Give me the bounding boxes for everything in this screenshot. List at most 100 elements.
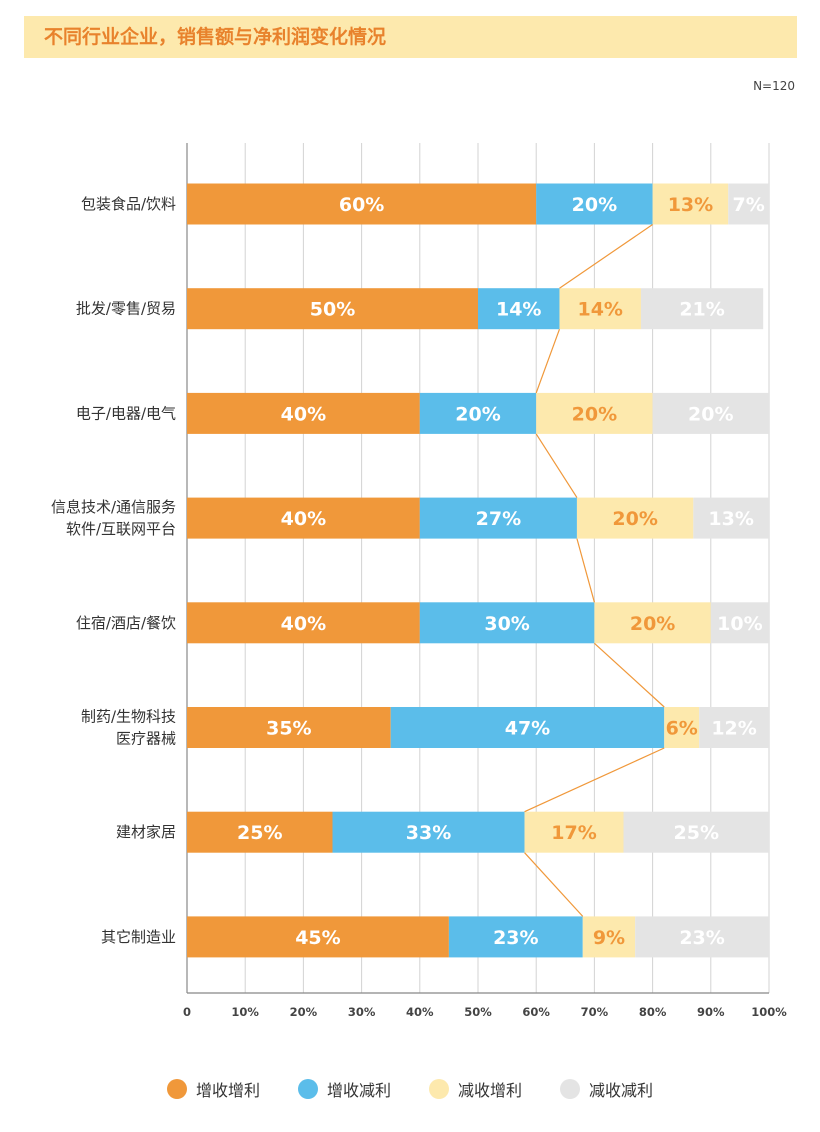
bar-segment [635, 916, 769, 958]
bar-segment [728, 183, 769, 225]
bar-value-label: 21% [679, 299, 724, 321]
connector-line [535, 433, 578, 498]
category-label: 信息技术/通信服务 [51, 498, 176, 516]
bar-value-label: 27% [476, 508, 521, 530]
category-label: 建材家居 [116, 823, 176, 841]
bar-segment [693, 497, 769, 539]
legend-item-2: 增收减利 [297, 1077, 391, 1101]
bar-segment [332, 811, 525, 853]
x-tick-label: 90% [697, 1005, 725, 1019]
connector-line [593, 642, 665, 708]
bar-value-label: 35% [266, 718, 311, 740]
bar-value-label: 9% [593, 927, 625, 949]
category-label: 电子/电器/电气 [76, 404, 176, 422]
bar-segment [710, 602, 769, 644]
bar-value-label: 60% [339, 194, 384, 216]
bar-value-label: 40% [281, 403, 326, 425]
x-tick-label: 70% [581, 1005, 609, 1019]
bar-segment [187, 602, 420, 644]
connector-line [535, 328, 561, 394]
legend-item-1: 增收增利 [166, 1077, 260, 1101]
bar-value-label: 33% [406, 822, 451, 844]
bar-value-label: 20% [572, 194, 617, 216]
bar-segment [187, 707, 391, 748]
bar-segment [187, 916, 449, 958]
bar-value-label: 13% [668, 194, 713, 216]
x-tick-label: 40% [406, 1005, 434, 1019]
bar-segment [187, 497, 420, 539]
bar-value-label: 12% [711, 718, 756, 740]
bar-value-label: 20% [688, 403, 733, 425]
bar-value-label: 25% [237, 822, 282, 844]
chart-title: 不同行业企业，销售额与净利润变化情况 [44, 26, 387, 48]
x-tick-label: 50% [464, 1005, 492, 1019]
sample-size-note: N=120 [753, 79, 795, 93]
legend-item-3: 减收增利 [429, 1077, 522, 1101]
category-label: 制药/生物科技 [81, 708, 176, 726]
bar-value-label: 14% [496, 299, 541, 321]
bar-value-label: 47% [505, 718, 550, 740]
bar-value-label: 50% [310, 299, 355, 321]
bar-value-label: 30% [484, 613, 529, 635]
title-bar: 不同行业企业，销售额与净利润变化情况 [24, 16, 797, 58]
bar-segment [419, 497, 577, 539]
bar-segment [594, 602, 711, 644]
legend-label-2: 增收减利 [326, 1081, 391, 1100]
bar-segment [187, 183, 537, 225]
legend-label-3: 减收增利 [458, 1081, 523, 1100]
bar-segment [187, 811, 333, 853]
bar-segment [524, 811, 624, 853]
bar-segment [652, 392, 769, 434]
bar-value-label: 45% [295, 927, 340, 949]
bar-value-label: 6% [666, 718, 698, 740]
bar-value-label: 7% [732, 194, 764, 216]
connector-line [524, 747, 665, 813]
x-tick-label: 20% [290, 1005, 318, 1019]
bar-value-label: 17% [551, 822, 596, 844]
x-tick-label: 80% [639, 1005, 667, 1019]
legend-swatch-4 [560, 1079, 581, 1099]
category-label: 医疗器械 [116, 730, 176, 748]
bar-value-label: 23% [493, 927, 538, 949]
bar-value-label: 20% [612, 508, 657, 530]
bar-value-label: 10% [717, 613, 762, 635]
bar-segment [576, 497, 694, 539]
bar-value-label: 20% [630, 613, 675, 635]
bar-value-label: 14% [577, 299, 622, 321]
bar-segment [536, 392, 653, 434]
bar-value-label: 13% [708, 508, 753, 530]
stacked-bar-chart: 0 10% 20% 30% 40% 50% 60% 70% 80% 90% 100% 包装食品/饮料 6… [51, 143, 787, 1019]
bar-segment [419, 392, 537, 434]
legend-swatch-1 [166, 1079, 187, 1099]
connector-line [576, 538, 595, 603]
bar-segment [652, 183, 729, 225]
legend-label-1: 增收增利 [195, 1081, 260, 1100]
x-tick-label: 10% [231, 1005, 259, 1019]
x-tick-label: 0 [183, 1005, 191, 1019]
bar-segment [582, 916, 636, 958]
x-tick-label: 60% [522, 1005, 550, 1019]
bar-segment [448, 916, 583, 958]
bar-value-label: 40% [281, 613, 326, 635]
bar-segment [478, 288, 560, 330]
category-label: 包装食品/饮料 [81, 195, 176, 213]
connector-line [524, 852, 584, 917]
legend-label-4: 减收减利 [589, 1081, 654, 1100]
bar-value-label: 23% [679, 927, 724, 949]
bar-segment [699, 707, 769, 748]
connector-line [559, 224, 653, 289]
bar-value-label: 20% [455, 403, 500, 425]
legend-swatch-3 [429, 1079, 449, 1099]
bar-segment [187, 392, 420, 434]
bar-value-label: 25% [674, 822, 719, 844]
category-label: 软件/互联网平台 [66, 520, 176, 538]
bar-segment [187, 288, 478, 330]
category-label: 住宿/酒店/餐饮 [76, 614, 176, 632]
bar-segment [640, 288, 764, 330]
legend: 增收增利 增收减利 减收增利 减收减利 [0, 1076, 820, 1102]
bar-value-label: 20% [572, 403, 617, 425]
bar-segment [390, 707, 665, 748]
bar-segment [623, 811, 769, 853]
bar-value-label: 40% [281, 508, 326, 530]
category-label: 批发/零售/贸易 [76, 300, 176, 318]
